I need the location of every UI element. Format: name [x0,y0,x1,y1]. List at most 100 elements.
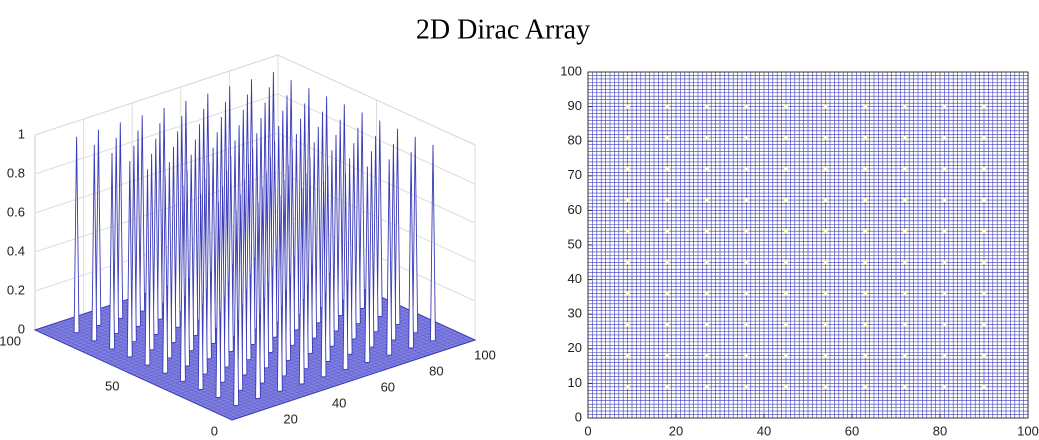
spike [276,195,283,392]
spike [368,151,375,348]
spike [625,104,630,109]
spike [394,128,401,326]
spike [665,322,670,327]
spike [73,136,80,334]
spike [784,260,788,265]
spike [210,147,216,344]
spike [784,384,788,389]
spike [131,145,137,343]
spike [942,198,947,203]
spike [307,157,313,354]
spike [902,322,907,327]
spike [364,166,371,363]
spike [233,209,240,407]
spike [665,229,670,234]
spike [704,166,709,171]
spike [823,166,828,171]
spike [744,198,749,203]
spike [863,353,868,358]
spike [902,166,907,171]
spike [823,260,828,265]
spike [625,229,630,234]
spike [665,353,670,358]
y-tick-label: 10 [568,375,582,390]
spike [281,179,287,377]
spike [303,172,309,370]
spike [902,384,907,389]
spike [823,104,828,109]
spike [704,135,709,140]
spike [625,384,630,389]
spike [982,353,986,358]
spike [982,322,986,327]
spike [902,291,907,296]
spike [982,135,986,140]
spike [337,119,344,317]
y-tick-label: 0 [211,423,218,438]
spike [704,384,709,389]
spike [863,291,868,296]
spike [744,229,749,234]
z-tick-label: 0.6 [7,204,25,219]
spike [704,322,709,327]
spike [942,135,947,140]
x-tick-label: 80 [933,423,947,438]
spike [784,104,788,109]
spike [390,143,397,341]
spike [665,384,670,389]
spike [372,135,379,333]
spike [359,112,365,309]
spike [152,138,159,335]
spike [863,198,868,203]
spike [174,131,181,328]
spike [823,322,828,327]
spike [704,229,709,234]
spike [206,162,212,360]
spike [271,141,278,338]
spike [259,187,266,384]
z-tick-label: 0 [18,321,25,336]
spike [784,291,788,296]
spike [902,260,907,265]
spike [215,201,222,398]
z-tick-label: 1 [18,126,25,141]
spike [625,166,630,171]
x-tick-label: 40 [332,395,346,410]
spike [126,161,133,358]
spike [139,115,146,312]
spike [184,170,190,367]
spike [823,291,828,296]
spike [249,148,256,345]
spike [704,198,709,203]
spike [942,353,947,358]
x-tick-label: 60 [381,379,395,394]
spike [144,169,151,366]
spike [982,104,986,109]
spike [192,139,199,336]
spike [784,353,788,358]
spike [744,135,749,140]
spike [315,126,322,324]
spike [311,142,318,339]
spike [744,353,749,358]
y-tick-label: 20 [568,340,582,355]
spike [784,229,788,234]
spike [982,166,986,171]
spike [148,153,155,351]
spike [982,260,986,265]
spike [823,198,828,203]
spike [823,135,828,140]
axes-2d: 0 20 40 60 80 100 0 10 20 30 40 50 60 70 80 90 100 [560,63,1039,438]
spike [255,202,261,399]
x-tick-label: 40 [757,423,771,438]
spike [665,166,670,171]
spike [863,384,868,389]
spike [704,353,709,358]
spike [744,384,749,389]
spike [982,229,986,234]
x-tick-label: 80 [429,363,443,378]
spike [412,136,419,334]
spike [346,158,353,355]
spike [227,155,234,353]
